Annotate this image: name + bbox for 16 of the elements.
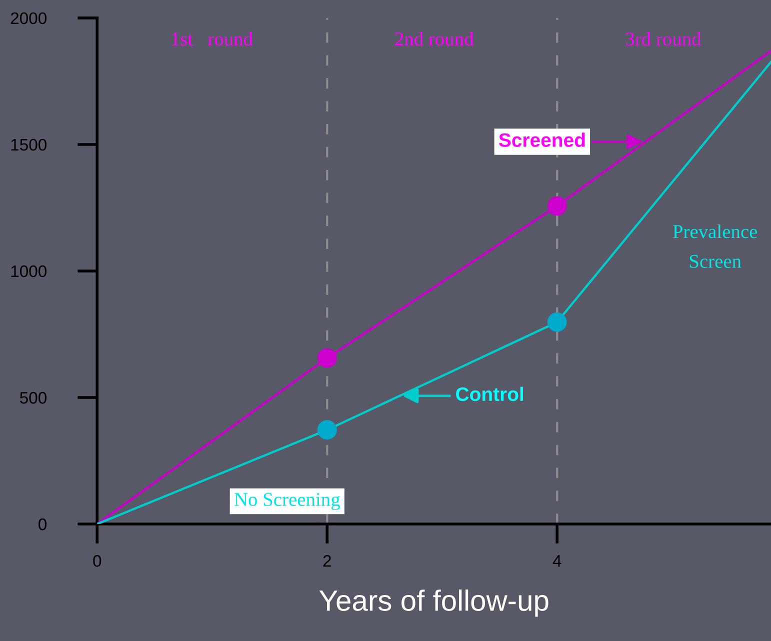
x-tick-label: 0 bbox=[93, 555, 102, 567]
x-tick-label: 2 bbox=[323, 555, 331, 567]
annotation: No Screening bbox=[234, 492, 340, 510]
y-tick-label: 0 bbox=[38, 518, 46, 530]
legend-label: Control bbox=[456, 386, 524, 402]
y-tick-label: 1000 bbox=[11, 265, 46, 278]
y-tick-label: 500 bbox=[20, 392, 46, 404]
y-tick-label: 2000 bbox=[10, 12, 46, 24]
annotation: 1st round bbox=[172, 32, 253, 46]
annotation: 2nd round bbox=[395, 32, 474, 46]
x-tick-label: 4 bbox=[552, 555, 562, 567]
annotation: 3rd round bbox=[626, 32, 702, 46]
annotation: Prevalence Screen bbox=[672, 224, 758, 268]
series-label: Screened bbox=[498, 132, 585, 147]
x-axis-title: Years of follow-up bbox=[319, 590, 548, 617]
y-tick-label: 1500 bbox=[11, 138, 46, 151]
